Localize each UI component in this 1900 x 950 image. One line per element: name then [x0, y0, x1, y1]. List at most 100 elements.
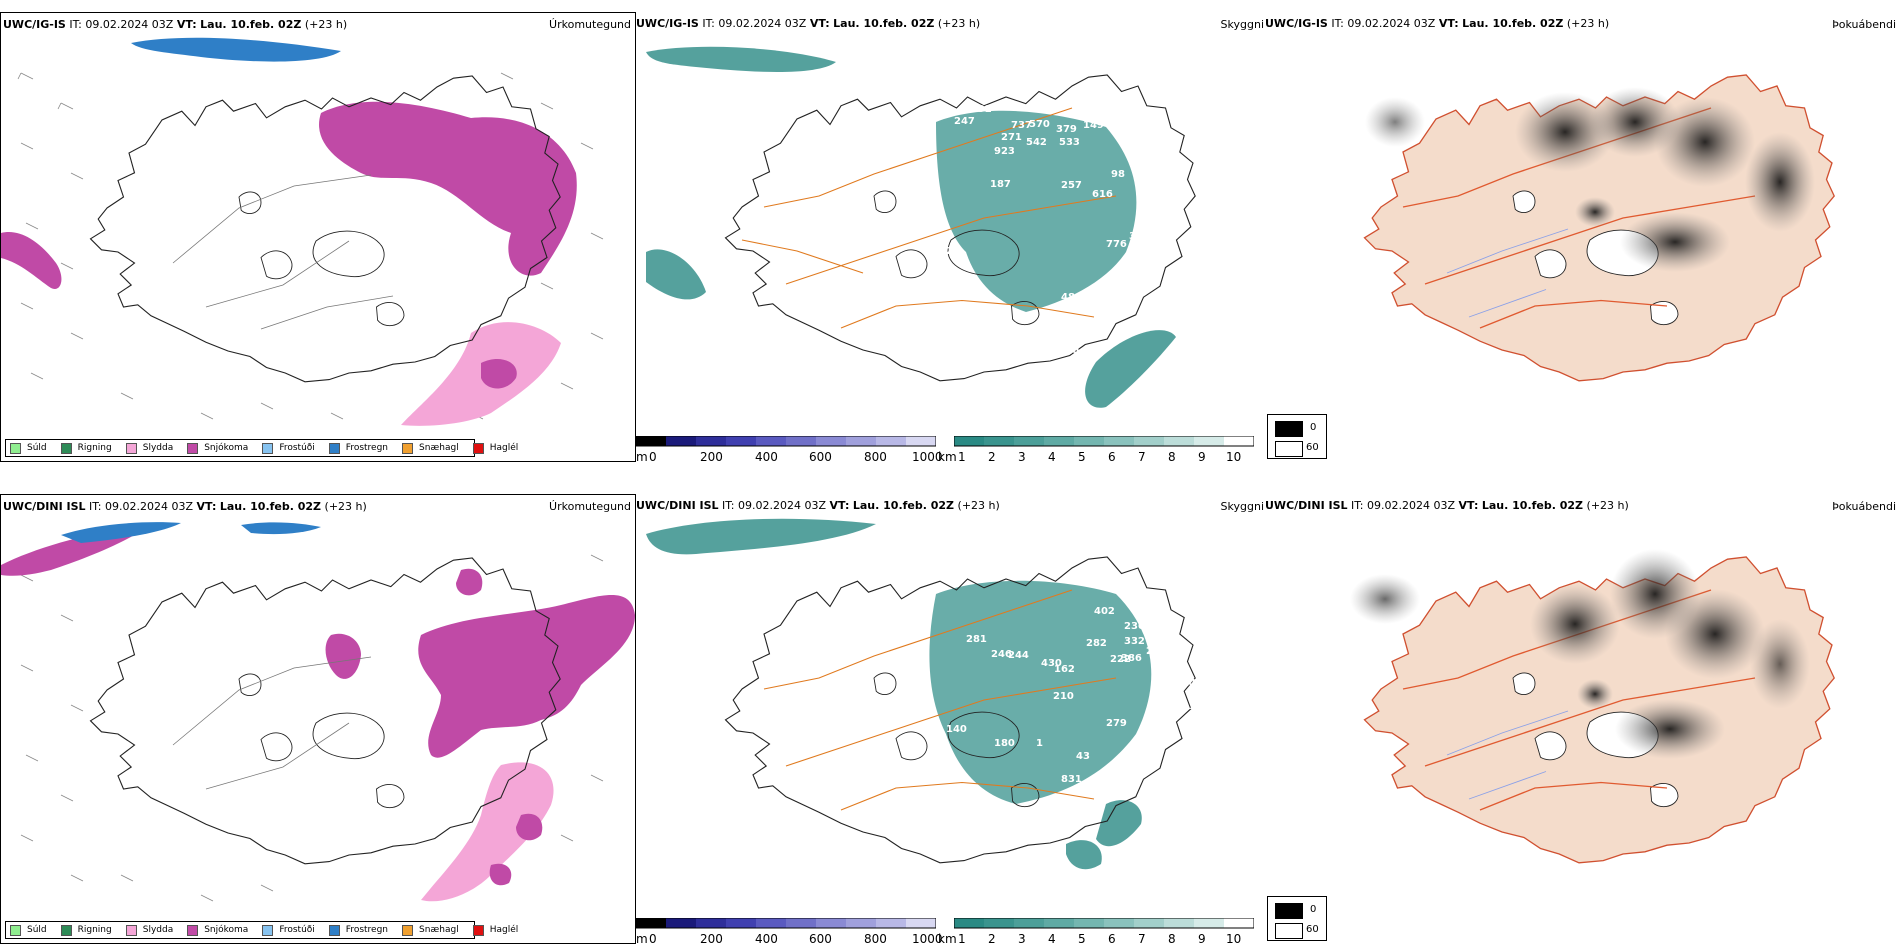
lead-time: (+23 h) [324, 500, 367, 513]
vis-tick: 9 [1198, 932, 1206, 946]
legend-haglel: Haglél [472, 442, 518, 454]
spot-label: 257 [1061, 180, 1082, 191]
model-name: UWC/IG-IS [636, 17, 699, 30]
spot-label: 98 [1111, 169, 1125, 180]
height-tick: 800 [864, 450, 887, 464]
legend-frostregn: Frostregn [328, 924, 388, 936]
model-name: UWC/IG-IS [1265, 17, 1328, 30]
panel-title-visibility: Skyggni [1220, 18, 1264, 31]
vis-tick: 6 [1108, 450, 1116, 464]
legend-rigning: Rigning [60, 442, 112, 454]
spot-label: 1 [1036, 738, 1043, 749]
vt-value: Lau. 10.feb. 02Z [1462, 17, 1564, 30]
legend-frostregn: Frostregn [328, 442, 388, 454]
spot-label: 430 [1041, 658, 1062, 669]
height-colorbar [636, 918, 936, 929]
legend-rigning: Rigning [60, 924, 112, 936]
snow-area-north [319, 101, 577, 276]
vt-value: Lau. 10.feb. 02Z [200, 18, 302, 31]
vis-tick: 10 [1226, 450, 1242, 464]
visibility-map: 247 592 737 570 379 149 238 271 542 533 … [646, 46, 1196, 408]
vis-unit: km [938, 450, 957, 464]
spot-label: 149 [1061, 811, 1082, 822]
vis-tick: 2 [988, 450, 996, 464]
height-tick: 0 [649, 450, 657, 464]
legend-snjokoma: Snjókoma [187, 924, 248, 936]
vis-unit: km [938, 932, 957, 946]
precip-map [1, 37, 604, 426]
fog-map [1350, 549, 1835, 864]
spot-label: 480 [1061, 292, 1082, 303]
legend-haglel: Haglél [472, 924, 518, 936]
cloud-dark-value: 0 [1310, 422, 1317, 433]
snow-area-small [325, 633, 361, 679]
legend-snaehagl: Snæhagl [402, 442, 459, 454]
spot-label: 281 [1143, 194, 1164, 205]
vis-tick: 4 [1048, 932, 1056, 946]
spot-label: 570 [1029, 119, 1050, 130]
vt-label: VT: [1438, 17, 1459, 30]
panel-title-fog: Þokuábendi [1832, 500, 1896, 513]
it-label: IT: [1351, 499, 1364, 512]
vis-tick: 1 [958, 450, 966, 464]
cloud-light-swatch [1275, 923, 1303, 939]
model-name: UWC/IG-IS [3, 18, 66, 31]
spot-label: 143 [1182, 678, 1203, 689]
it-label: IT: [69, 18, 82, 31]
vt-label: VT: [829, 499, 850, 512]
snow-south-east [481, 358, 517, 389]
panel-header: UWC/IG-IS IT: 09.02.2024 03Z VT: Lau. 10… [3, 18, 347, 31]
spot-label: 162 [1054, 664, 1075, 675]
spot-label: 282 [1086, 638, 1107, 649]
vis-tick: 5 [1078, 450, 1086, 464]
spot-label: 238 [1114, 120, 1135, 131]
panel-title-precip: Úrkomutegund [549, 500, 631, 513]
it-label: IT: [89, 500, 102, 513]
spot-label: 365 [1136, 246, 1157, 257]
height-colorbar [636, 436, 936, 447]
spot-label: 281 [966, 634, 987, 645]
snow-south-patches [489, 813, 543, 886]
it-value: 09.02.2024 03Z [105, 500, 194, 513]
height-tick: 400 [755, 450, 778, 464]
height-tick: 600 [809, 932, 832, 946]
spot-label: 222 [1110, 654, 1131, 665]
spot-label: 140 [946, 724, 967, 735]
vt-label: VT: [1458, 499, 1479, 512]
spot-label: 386 [1121, 653, 1142, 664]
cloud-base-legend-bottom: 0 60 [1267, 896, 1327, 941]
cloud-dark-value: 0 [1310, 904, 1317, 915]
visibility-colorbar [954, 918, 1254, 929]
legend-suld: Súld [10, 442, 47, 454]
spot-label: 306 [1129, 231, 1150, 242]
lead-time: (+23 h) [1566, 17, 1610, 30]
vis-tick: 7 [1138, 932, 1146, 946]
spot-label: 776 [1106, 239, 1127, 250]
legend-slydda: Slydda [125, 442, 173, 454]
visibility-panel-top: UWC/IG-IS IT: 09.02.2024 03Z VT: Lau. 10… [636, 12, 1264, 464]
cloud-base-legend-top: 0 60 [1267, 414, 1327, 459]
vt-value: Lau. 10.feb. 02Z [219, 500, 322, 513]
snow-small-nne [456, 568, 483, 596]
legend-slydda: Slydda [125, 924, 173, 936]
spot-label: 379 [1056, 124, 1077, 135]
height-tick: 200 [700, 450, 723, 464]
legend-snaehagl: Snæhagl [402, 924, 459, 936]
spot-label: 831 [1061, 774, 1082, 785]
spot-label: 236 [1124, 621, 1145, 632]
frost-rain-n [241, 522, 321, 535]
height-tick: 0 [649, 932, 657, 946]
vis-tick: 8 [1168, 450, 1176, 464]
model-name: UWC/DINI ISL [1265, 499, 1348, 512]
panel-header: UWC/IG-IS IT: 09.02.2024 03Z VT: Lau. 10… [1265, 17, 1609, 30]
spot-label: 271 [1001, 132, 1022, 143]
spot-label: 149 [1083, 120, 1104, 131]
precip-legend: Súld Rigning Slydda Snjókoma Frostúði Fr… [5, 439, 518, 457]
it-value: 09.02.2024 03Z [1367, 499, 1456, 512]
model-name: UWC/DINI ISL [3, 500, 86, 513]
height-tick: 1000 [912, 450, 943, 464]
spot-label: 244 [1008, 650, 1029, 661]
sleet-south [421, 762, 554, 902]
vt-value: Lau. 10.feb. 02Z [1481, 499, 1584, 512]
vt-label: VT: [196, 500, 217, 513]
